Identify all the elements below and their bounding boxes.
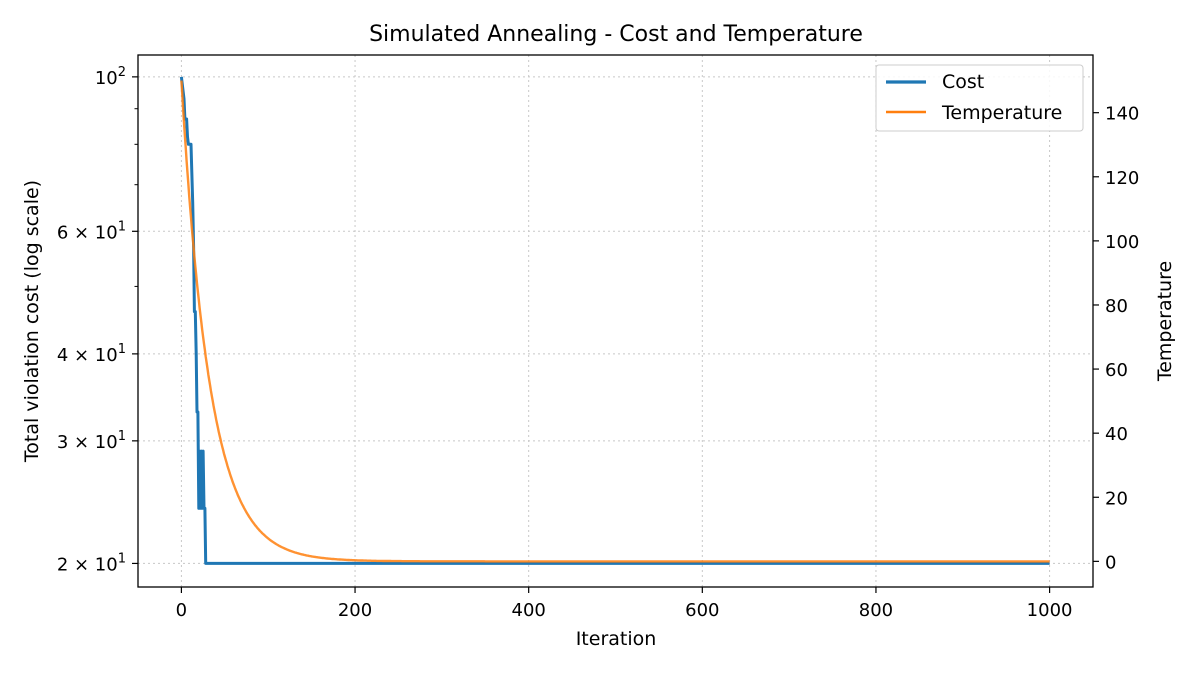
x-tick-label: 0 xyxy=(176,600,187,621)
plot-frame xyxy=(137,54,1094,588)
x-tick-label: 1000 xyxy=(1027,600,1073,621)
y-left-tick-label: 102 xyxy=(95,65,126,89)
x-axis-label: Iteration xyxy=(576,628,657,650)
x-axis-ticks: 0 200 400 600 800 1000 xyxy=(176,587,1073,621)
y-left-tick-label: 6 × 101 xyxy=(57,219,126,243)
y-right-tick-label: 60 xyxy=(1105,360,1128,381)
y-right-tick-label: 80 xyxy=(1105,296,1128,317)
y-left-tick-label: 2 × 101 xyxy=(57,551,126,575)
x-tick-label: 800 xyxy=(859,600,893,621)
x-tick-label: 600 xyxy=(685,600,719,621)
y-right-axis-label: Temperature xyxy=(1154,261,1176,382)
y-right-axis-ticks: 0 20 40 60 80 100 120 140 xyxy=(1093,104,1139,573)
series-line-cost xyxy=(179,76,1050,565)
legend: Cost Temperature xyxy=(875,64,1084,132)
y-left-tick-label: 3 × 101 xyxy=(57,429,126,453)
series-line-temperature xyxy=(180,80,1050,563)
chart-title: Simulated Annealing - Cost and Temperatu… xyxy=(369,22,863,47)
x-tick-label: 400 xyxy=(512,600,546,621)
x-tick-label: 200 xyxy=(338,600,372,621)
legend-box xyxy=(875,64,1084,132)
y-right-tick-label: 20 xyxy=(1105,488,1128,509)
y-right-tick-label: 140 xyxy=(1105,104,1139,125)
y-right-tick-label: 100 xyxy=(1105,232,1139,253)
y-right-tick-label: 120 xyxy=(1105,168,1139,189)
series-lines xyxy=(179,76,1050,565)
y-right-tick-label: 40 xyxy=(1105,424,1128,445)
y-right-tick-label: 0 xyxy=(1105,552,1116,573)
legend-label-cost: Cost xyxy=(942,71,984,93)
grid-lines xyxy=(138,55,1093,587)
y-left-axis-ticks: 102 6 × 101 4 × 101 3 × 101 2 × 101 xyxy=(57,65,138,575)
y-left-axis-label: Total violation cost (log scale) xyxy=(21,180,43,463)
y-left-tick-label: 4 × 101 xyxy=(57,342,126,366)
legend-label-temperature: Temperature xyxy=(941,102,1062,124)
